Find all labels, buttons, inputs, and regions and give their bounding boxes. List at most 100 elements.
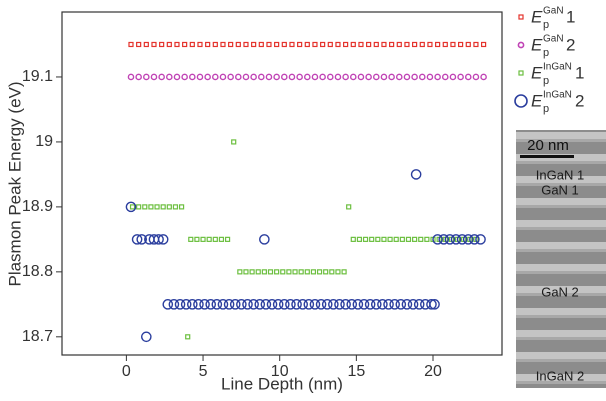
point <box>190 42 194 46</box>
point <box>282 74 287 79</box>
point <box>290 42 294 46</box>
scale-bar <box>520 155 574 158</box>
y-tick-label: 19 <box>35 133 53 150</box>
inset-label: InGaN 1 <box>536 167 584 182</box>
point <box>220 74 225 79</box>
point <box>167 42 171 46</box>
point <box>183 42 187 46</box>
point <box>297 74 302 79</box>
point <box>381 74 386 79</box>
point <box>412 170 421 179</box>
point <box>252 42 256 46</box>
point <box>318 270 322 274</box>
point <box>151 74 156 79</box>
point <box>351 42 355 46</box>
x-tick-label: 15 <box>347 363 365 380</box>
x-tick-label: 20 <box>424 363 442 380</box>
point <box>382 42 386 46</box>
point <box>137 205 141 209</box>
point <box>236 74 241 79</box>
point <box>351 74 356 79</box>
point <box>413 237 417 241</box>
point <box>275 42 279 46</box>
point <box>298 42 302 46</box>
legend-marker <box>519 71 523 75</box>
point <box>366 74 371 79</box>
point <box>186 335 190 339</box>
point <box>167 74 172 79</box>
point <box>144 74 149 79</box>
point <box>347 205 351 209</box>
tem-inset: 20 nm InGaN 1 GaN 1 GaN 2 InGaN 2 <box>516 130 606 388</box>
point <box>427 74 432 79</box>
point <box>420 42 424 46</box>
point <box>336 270 340 274</box>
point <box>394 237 398 241</box>
point <box>207 237 211 241</box>
point <box>382 237 386 241</box>
point <box>359 42 363 46</box>
legend-base: E <box>531 63 543 82</box>
point <box>324 270 328 274</box>
legend-sub: p <box>543 47 549 59</box>
point <box>320 74 325 79</box>
point <box>174 74 179 79</box>
point <box>266 74 271 79</box>
legend-index: 2 <box>566 35 575 54</box>
y-tick-label: 18.9 <box>22 198 53 215</box>
point <box>221 42 225 46</box>
point <box>180 205 184 209</box>
point <box>312 74 317 79</box>
legend-index: 1 <box>566 7 575 26</box>
point <box>367 42 371 46</box>
point <box>481 74 486 79</box>
point <box>388 237 392 241</box>
point <box>330 270 334 274</box>
point <box>305 270 309 274</box>
point <box>466 42 470 46</box>
legend-marker <box>515 95 527 107</box>
point <box>370 237 374 241</box>
x-tick-label: 0 <box>122 363 131 380</box>
point <box>281 270 285 274</box>
point <box>260 235 269 244</box>
y-tick-label: 19.1 <box>22 68 53 85</box>
point <box>344 42 348 46</box>
x-tick-label: 5 <box>199 363 208 380</box>
point <box>474 42 478 46</box>
point <box>232 140 236 144</box>
point <box>311 270 315 274</box>
point <box>428 42 432 46</box>
legend-base: E <box>531 35 543 54</box>
point <box>458 74 463 79</box>
x-tick-label: 10 <box>271 363 289 380</box>
point <box>131 205 135 209</box>
point <box>305 42 309 46</box>
point <box>405 42 409 46</box>
point <box>404 74 409 79</box>
point <box>397 74 402 79</box>
point <box>287 270 291 274</box>
point <box>482 42 486 46</box>
point <box>358 74 363 79</box>
point <box>238 270 242 274</box>
point <box>142 332 151 341</box>
point <box>275 270 279 274</box>
point <box>420 74 425 79</box>
point <box>459 42 463 46</box>
legend-entry: EInGaNp1 <box>519 62 584 87</box>
point <box>321 42 325 46</box>
legend-base: E <box>531 91 543 110</box>
legend-sup: InGaN <box>543 90 572 101</box>
point <box>425 237 429 241</box>
legend-base: E <box>531 7 543 26</box>
point <box>328 74 333 79</box>
point <box>473 74 478 79</box>
point <box>328 42 332 46</box>
point <box>436 42 440 46</box>
point <box>357 237 361 241</box>
point <box>149 205 153 209</box>
point <box>213 237 217 241</box>
legend-sup: InGaN <box>543 62 572 73</box>
